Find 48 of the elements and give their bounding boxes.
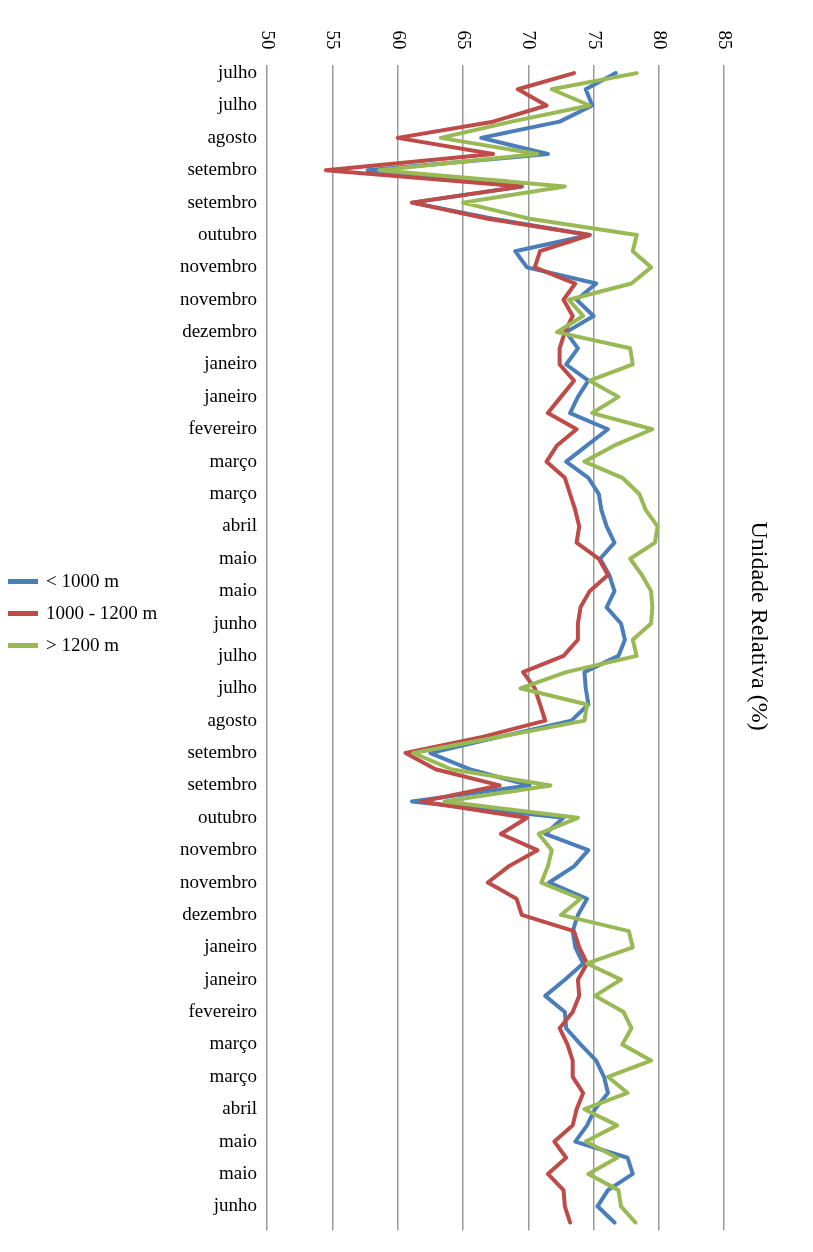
y-tick-label: junho [212,611,258,633]
x-tick-label: 50 [258,30,280,50]
x-tick-label: 85 [715,30,737,50]
y-tick-label: junho [212,1194,258,1216]
x-tick-label: 80 [649,30,671,50]
y-tick-label: julho [216,643,258,665]
y-tick-label: julho [216,676,258,698]
x-tick-label: 65 [453,30,475,50]
y-tick-label: setembro [187,773,258,795]
legend-label: > 1200 m [46,634,119,656]
y-tick-label: outubro [197,222,258,244]
y-tick-label: janeiro [203,935,258,957]
y-tick-label: maio [219,1161,258,1183]
text: Unidade Relativa (%) [747,521,774,731]
y-tick-label: fevereiro [188,417,258,439]
y-tick-label: janeiro [203,352,258,374]
legend-label: 1000 - 1200 m [46,602,158,624]
y-tick-label: setembro [187,741,258,763]
y-tick-label: janeiro [203,967,258,989]
y-tick-label: abril [222,1097,258,1119]
y-tick-label: maio [219,1129,258,1151]
y-tick-label: março [209,1064,258,1086]
y-tick-label: dezembro [182,320,258,342]
y-tick-label: maio [219,546,258,568]
y-tick-label: setembro [187,190,258,212]
y-tick-label: janeiro [203,384,258,406]
y-tick-label: outubro [197,805,258,827]
x-tick-label: 75 [584,30,606,50]
y-tick-label: dezembro [182,902,258,924]
y-tick-label: novembro [179,287,258,309]
y-tick-label: agosto [207,125,258,147]
y-tick-label: setembro [187,158,258,180]
y-tick-label: abril [222,514,258,536]
y-tick-label: julho [216,93,258,115]
y-tick-label: março [209,481,258,503]
x-tick-label: 60 [388,30,410,50]
x-tick-label: 70 [519,30,541,50]
y-tick-label: julho [216,61,258,83]
y-tick-label: novembro [179,870,258,892]
y-tick-label: maio [219,579,258,601]
y-tick-label: novembro [179,838,258,860]
y-tick-label: março [209,449,258,471]
legend-label: < 1000 m [46,570,119,592]
y-tick-label: novembro [179,255,258,277]
y-tick-label: fevereiro [188,1000,258,1022]
y-tick-label: março [209,1032,258,1054]
y-tick-label: agosto [207,708,258,730]
x-tick-label: 55 [323,30,345,50]
